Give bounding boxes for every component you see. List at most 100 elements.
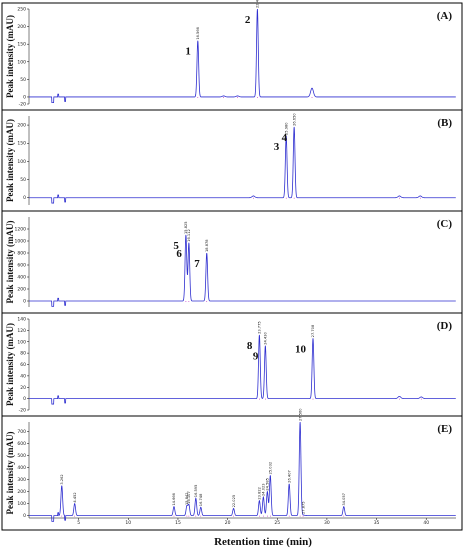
peak-retention-time-label: 25.980 xyxy=(284,122,288,135)
panel-label: (A) xyxy=(437,10,453,22)
y-tick-label: 0 xyxy=(23,299,26,305)
panel-frame xyxy=(1,2,463,111)
y-axis-title: Peak intensity (mAU) xyxy=(5,15,15,98)
chart-panel: 0 100 200 300 400 500 600 700 5 10 15 20 25 30 35 40 Pea… xyxy=(1,408,463,531)
chromatogram-trace xyxy=(29,126,456,204)
peak-retention-time-label: 22.458 xyxy=(256,0,260,8)
y-tick-label: 0 xyxy=(23,396,26,402)
panel-frame xyxy=(1,109,463,212)
chromatogram-trace xyxy=(29,421,456,522)
y-tick-label: 150 xyxy=(17,141,26,147)
y-tick-label: 250 xyxy=(17,7,26,13)
x-tick-label: 30 xyxy=(324,520,330,526)
y-tick-label: 200 xyxy=(17,24,26,30)
peak-retention-time-label: 15.842 xyxy=(185,492,189,505)
peak-retention-time-label: 27.875 xyxy=(301,501,305,514)
peak-retention-time-label: 4.452 xyxy=(73,492,77,502)
panel-label: (E) xyxy=(437,423,452,435)
peak-number-label: 7 xyxy=(194,258,200,270)
x-tick-label: 40 xyxy=(423,520,429,526)
y-tick-label: 400 xyxy=(17,275,26,281)
peak-retention-time-label: 23.822 xyxy=(258,487,262,500)
y-tick-label: 120 xyxy=(17,328,26,334)
panel-frame xyxy=(1,312,463,417)
peak-retention-time-label: 16.748 xyxy=(199,493,203,506)
peak-number-label: 9 xyxy=(253,351,259,363)
peak-retention-time-label: 18.878 xyxy=(205,239,209,252)
peak-retention-time-label: 25.032 xyxy=(269,462,273,475)
peak-retention-time-label: 24.023 xyxy=(262,483,266,496)
panel-frame xyxy=(1,415,463,531)
peak-retention-time-label: 15.825 xyxy=(184,221,188,234)
panel-frame xyxy=(1,210,463,314)
y-tick-label: 100 xyxy=(17,59,26,65)
peak-retention-time-label: 26.407 xyxy=(287,470,291,483)
panel-label: (B) xyxy=(437,117,452,129)
y-tick-label: 100 xyxy=(17,159,26,165)
peak-retention-time-label: 27.560 xyxy=(298,408,302,421)
peak-number-label: 10 xyxy=(295,343,307,355)
peak-number-label: 5 xyxy=(173,240,179,252)
y-tick-label: 400 xyxy=(17,465,26,471)
peak-number-label: 3 xyxy=(274,141,280,153)
panel-label: (D) xyxy=(437,320,453,332)
x-axis-title: Retention time (min) xyxy=(214,536,312,548)
peak-retention-time-label: 24.585 xyxy=(266,478,270,491)
y-tick-label: 40 xyxy=(20,373,26,379)
x-tick-label: 35 xyxy=(374,520,380,526)
y-tick-label: 200 xyxy=(17,287,26,293)
y-tick-label: 300 xyxy=(17,477,26,483)
peak-retention-time-label: 22.025 xyxy=(232,495,236,508)
y-tick-label: 200 xyxy=(17,123,26,129)
y-tick-label: 60 xyxy=(20,362,26,368)
x-tick-label: 15 xyxy=(175,520,181,526)
y-tick-label: 50 xyxy=(20,77,26,83)
chromatogram-trace xyxy=(29,334,456,405)
y-tick-label: 0 xyxy=(23,195,26,201)
x-tick-label: 10 xyxy=(125,520,131,526)
y-axis-title: Peak intensity (mAU) xyxy=(5,432,15,515)
y-tick-label: 20 xyxy=(20,385,26,391)
peak-number-label: 6 xyxy=(176,248,182,260)
peak-retention-time-label: 16.112 xyxy=(187,229,191,242)
peak-retention-time-label: 14.666 xyxy=(172,492,176,505)
y-tick-label: 0 xyxy=(23,513,26,519)
y-tick-label: 80 xyxy=(20,351,26,357)
y-tick-label: 600 xyxy=(17,263,26,269)
y-tick-label: 140 xyxy=(17,317,26,323)
y-tick-label: -20 xyxy=(19,408,26,414)
y-axis-title: Peak intensity (mAU) xyxy=(5,119,15,202)
peak-retention-time-label: 3.262 xyxy=(60,474,64,484)
peak-number-label: 8 xyxy=(247,340,253,352)
panel-label: (C) xyxy=(437,218,453,230)
peak-number-label: 4 xyxy=(282,132,288,144)
peak-retention-time-label: 27.708 xyxy=(311,324,315,337)
x-tick-label: 5 xyxy=(77,520,80,526)
y-tick-label: -20 xyxy=(19,102,26,108)
y-tick-label: 150 xyxy=(17,42,26,48)
y-tick-label: 0 xyxy=(23,94,26,100)
y-tick-label: 50 xyxy=(20,177,26,183)
y-tick-label: 100 xyxy=(17,501,26,507)
x-tick-label: 25 xyxy=(274,520,280,526)
y-tick-label: 200 xyxy=(17,489,26,495)
peak-retention-time-label: 16.107 xyxy=(187,491,191,504)
y-tick-label: 500 xyxy=(17,453,26,459)
y-axis-title: Peak intensity (mAU) xyxy=(5,221,15,304)
y-tick-label: 1000 xyxy=(15,239,27,245)
peak-retention-time-label: 16.595 xyxy=(194,485,198,498)
peak-retention-time-label: 24.430 xyxy=(264,331,268,344)
y-tick-label: 600 xyxy=(17,441,26,447)
chromatogram-trace xyxy=(29,234,456,307)
y-tick-label: 1200 xyxy=(15,227,27,233)
y-tick-label: 100 xyxy=(17,339,26,345)
peak-retention-time-label: 26.650 xyxy=(292,113,296,126)
x-tick-label: 20 xyxy=(225,520,231,526)
peak-number-label: 1 xyxy=(185,46,191,58)
